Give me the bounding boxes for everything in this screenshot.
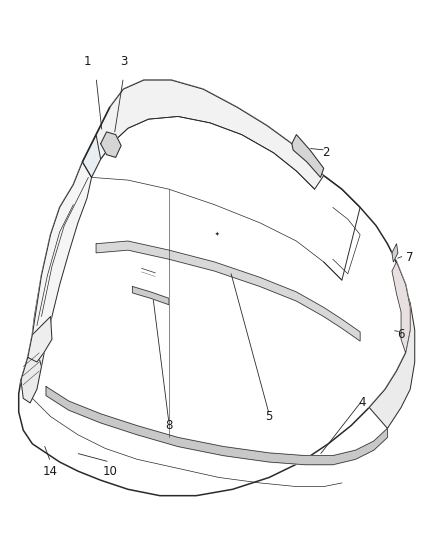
Polygon shape [82, 135, 101, 177]
Text: 7: 7 [406, 251, 414, 264]
Text: 6: 6 [397, 328, 405, 341]
Text: 8: 8 [165, 419, 173, 432]
Polygon shape [46, 386, 388, 465]
Text: 1: 1 [83, 55, 91, 68]
Polygon shape [292, 135, 324, 177]
Text: 3: 3 [120, 55, 127, 68]
Polygon shape [28, 317, 52, 362]
Polygon shape [392, 262, 410, 353]
Polygon shape [96, 241, 360, 341]
Polygon shape [19, 80, 410, 496]
Polygon shape [21, 335, 42, 403]
Polygon shape [392, 244, 398, 262]
Text: 5: 5 [265, 410, 273, 423]
Text: 14: 14 [43, 465, 58, 478]
Text: 4: 4 [359, 397, 366, 409]
Text: 2: 2 [322, 147, 330, 159]
Polygon shape [92, 80, 324, 189]
Polygon shape [369, 244, 415, 429]
Polygon shape [133, 287, 169, 305]
Text: ✦: ✦ [215, 232, 219, 237]
Polygon shape [101, 132, 121, 157]
Polygon shape [32, 162, 92, 367]
Text: 10: 10 [102, 465, 117, 478]
